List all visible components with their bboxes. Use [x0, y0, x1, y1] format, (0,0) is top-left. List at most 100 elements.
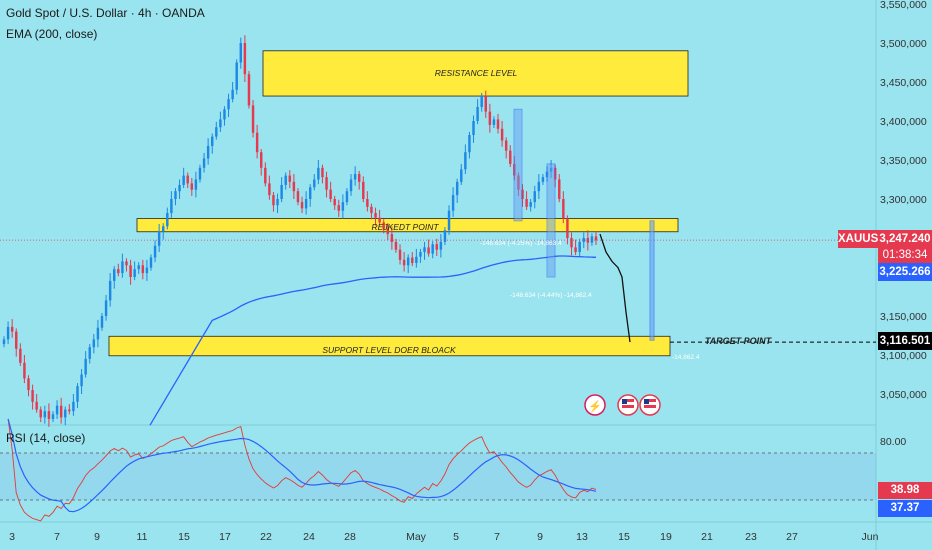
- candle: [570, 232, 573, 256]
- candle-body: [492, 119, 496, 125]
- candle-body: [68, 409, 71, 412]
- candle-body: [529, 202, 532, 207]
- candle-body: [210, 136, 214, 146]
- rsi-ma-value-tag: 37.37: [878, 500, 932, 517]
- candle-body: [162, 226, 165, 232]
- candle: [35, 394, 38, 413]
- rsi-indicator-label[interactable]: RSI (14, close): [6, 431, 86, 445]
- candle: [300, 196, 304, 214]
- time-axis-tick: 9: [537, 531, 543, 543]
- candle-body: [521, 189, 524, 199]
- candle: [259, 149, 263, 176]
- candle: [59, 397, 63, 424]
- candle-body: [480, 96, 483, 107]
- candle: [194, 171, 198, 198]
- candle: [439, 234, 443, 258]
- candle-body: [235, 62, 238, 90]
- rsi-axis-tick: 80.00: [880, 436, 906, 448]
- candle-body: [84, 358, 87, 375]
- candle: [190, 177, 194, 196]
- ema-indicator-label[interactable]: EMA (200, close): [6, 27, 98, 41]
- candle: [541, 174, 545, 185]
- flag-stripe: [622, 405, 634, 408]
- candle: [219, 111, 222, 132]
- candle-body: [80, 374, 83, 387]
- candle-body: [594, 236, 598, 241]
- candle-body: [202, 158, 206, 168]
- candle: [121, 253, 124, 278]
- candle: [357, 170, 361, 190]
- candle-body: [145, 267, 149, 274]
- candle-body: [64, 409, 67, 418]
- candle: [215, 121, 218, 140]
- candle: [590, 233, 594, 246]
- symbol-title[interactable]: Gold Spot / U.S. Dollar · 4h · OANDA: [6, 6, 205, 20]
- candle: [558, 174, 561, 203]
- candle-body: [227, 99, 230, 110]
- candle-body: [300, 202, 304, 209]
- candle: [460, 163, 463, 185]
- candle: [235, 59, 238, 95]
- price-axis-tick: 3,550,000: [880, 0, 927, 11]
- time-axis-tick: 3: [9, 531, 15, 543]
- candle: [325, 171, 328, 198]
- candle: [398, 244, 402, 265]
- candle-body: [276, 199, 279, 206]
- candle-body: [31, 390, 34, 402]
- candle-body: [435, 244, 438, 250]
- measure-box-2: [546, 163, 556, 278]
- candle-body: [578, 241, 581, 253]
- candle: [500, 121, 504, 147]
- candle-body: [447, 210, 451, 231]
- candle-body: [476, 106, 479, 121]
- candle: [10, 319, 14, 338]
- candle: [431, 241, 434, 259]
- candle-body: [108, 280, 112, 301]
- time-axis-tick: 24: [303, 531, 315, 543]
- candle: [304, 191, 308, 215]
- candle: [370, 203, 373, 220]
- candle: [84, 351, 87, 378]
- candle-body: [223, 109, 226, 120]
- candle: [562, 191, 565, 224]
- candle: [125, 258, 128, 272]
- price-axis-tick: 3,450,000: [880, 77, 927, 89]
- bar-countdown: 01:38:34: [878, 248, 932, 263]
- candle: [239, 37, 243, 69]
- time-axis-tick: May: [406, 531, 427, 543]
- candle: [419, 248, 422, 263]
- candle-body: [288, 175, 292, 182]
- candle-body: [104, 300, 108, 316]
- candle-body: [141, 265, 145, 274]
- candle-body: [10, 326, 14, 332]
- candle-body: [186, 175, 189, 184]
- candle-body: [562, 199, 565, 219]
- candle: [166, 207, 169, 230]
- lightning-icon: ⚡: [588, 400, 602, 413]
- candle: [255, 124, 259, 159]
- candle-body: [590, 236, 594, 243]
- flag-canton: [622, 399, 627, 404]
- candle-body: [247, 74, 251, 106]
- candle: [227, 93, 230, 118]
- candle: [582, 232, 585, 249]
- candle-body: [149, 257, 153, 268]
- measure-label-2: -148.634 (-4.44%) -14,862.4: [510, 292, 592, 299]
- candle-body: [27, 378, 30, 391]
- target-label: TARGET POINT: [705, 336, 773, 346]
- candle-body: [264, 167, 267, 184]
- candle-body: [243, 43, 247, 75]
- candle-body: [178, 184, 181, 192]
- candle-body: [586, 238, 590, 243]
- rsi-value-tag: 38.98: [878, 482, 932, 499]
- candle-body: [537, 181, 541, 192]
- candle: [586, 230, 590, 251]
- price-axis-tick: 3,350,000: [880, 155, 927, 167]
- candle: [329, 181, 332, 203]
- time-axis-tick: 28: [344, 531, 356, 543]
- candle: [443, 227, 447, 246]
- candle: [170, 191, 173, 218]
- candle: [43, 405, 47, 424]
- candle: [149, 254, 153, 271]
